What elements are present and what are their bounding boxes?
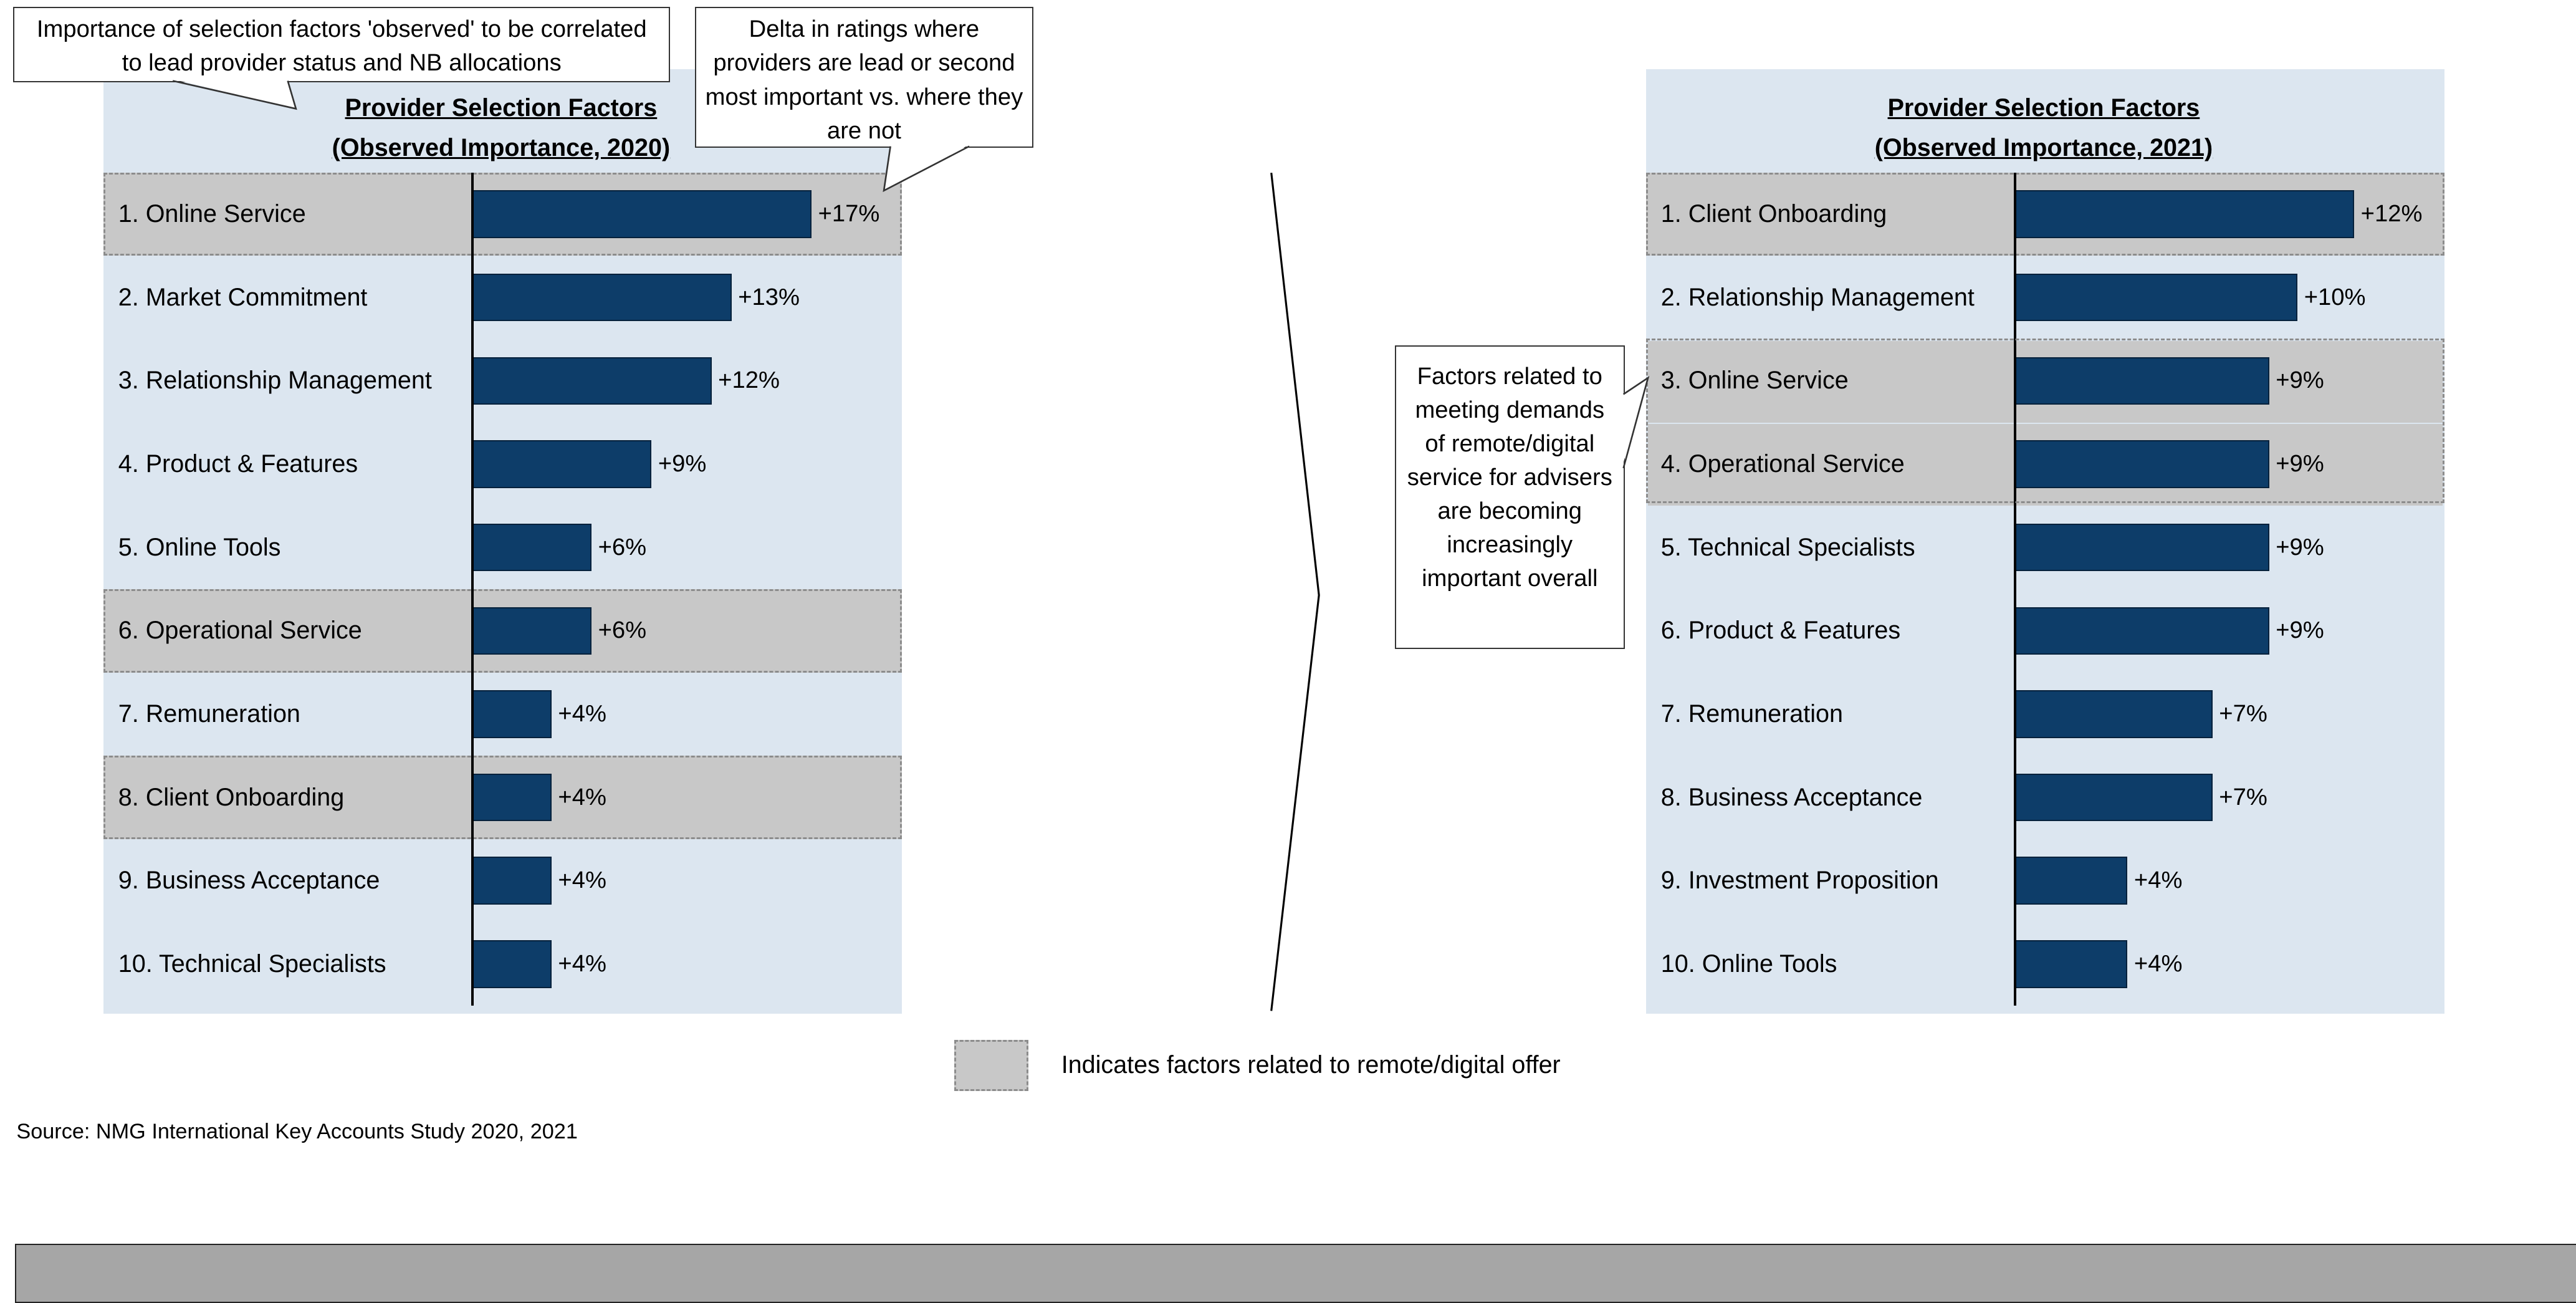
chart-title-2021: Provider Selection Factors (Observed Imp…	[1789, 89, 2298, 168]
data-label: +9%	[2276, 367, 2324, 394]
bar	[2014, 190, 2355, 238]
callout-importance-pointer	[172, 79, 297, 110]
category-label: 8. Business Acceptance	[1660, 783, 1923, 811]
bar	[471, 773, 552, 822]
data-label: +6%	[598, 533, 647, 560]
bar	[471, 273, 732, 322]
category-label: 4. Product & Features	[118, 450, 358, 478]
category-axis	[471, 172, 474, 1006]
chart-title-2021-main: Provider Selection Factors	[1887, 94, 2200, 122]
callout-importance-text: Importance of selection factors 'observe…	[36, 16, 647, 77]
data-label: +12%	[718, 367, 780, 394]
bar	[2014, 773, 2213, 822]
callout-remote-pointer	[1621, 376, 1649, 469]
category-label: 1. Online Service	[118, 200, 306, 228]
category-axis	[2014, 172, 2016, 1006]
bar	[471, 440, 652, 488]
transition-arrow	[1270, 172, 1321, 1011]
category-label: 3. Online Service	[1660, 367, 1849, 395]
bar	[471, 523, 592, 572]
legend-swatch	[954, 1040, 1028, 1092]
category-label: 9. Investment Proposition	[1660, 867, 1939, 895]
chart-subtitle-2020: (Observed Importance, 2020)	[332, 133, 671, 161]
callout-importance: Importance of selection factors 'observe…	[13, 6, 671, 82]
category-label: 10. Technical Specialists	[118, 950, 386, 978]
footer-bar	[14, 1244, 2576, 1303]
bar	[2014, 607, 2269, 655]
bar	[2014, 690, 2213, 738]
category-label: 5. Online Tools	[118, 533, 281, 561]
data-label: +7%	[2219, 700, 2267, 728]
data-label: +4%	[558, 783, 606, 810]
bar	[471, 607, 592, 655]
bar	[2014, 357, 2269, 405]
highlight-group-2021	[1646, 338, 2445, 503]
category-label: 2. Market Commitment	[118, 283, 368, 311]
bar	[471, 190, 812, 238]
data-label: +12%	[2360, 200, 2423, 228]
category-label: 10. Online Tools	[1660, 950, 1837, 978]
category-label: 1. Client Onboarding	[1660, 200, 1887, 228]
chart-title-2020-main: Provider Selection Factors	[345, 94, 658, 122]
data-label: +7%	[2219, 783, 2267, 810]
legend-text: Indicates factors related to remote/digi…	[1061, 1051, 1561, 1079]
data-label: +6%	[598, 617, 647, 644]
callout-delta: Delta in ratings where providers are lea…	[694, 6, 1033, 148]
bar	[2014, 940, 2128, 988]
callout-remote-text: Factors related to meeting demands of re…	[1407, 362, 1612, 592]
data-label: +9%	[658, 450, 707, 478]
chart-subtitle-2021: (Observed Importance, 2021)	[1874, 133, 2213, 161]
data-label: +17%	[818, 200, 880, 228]
data-label: +13%	[738, 283, 800, 310]
bar	[471, 690, 552, 738]
bar	[471, 357, 712, 405]
bar	[2014, 523, 2269, 572]
category-label: 6. Operational Service	[118, 617, 362, 645]
category-label: 7. Remuneration	[1660, 700, 1843, 728]
category-label: 4. Operational Service	[1660, 450, 1905, 478]
data-label: +10%	[2304, 283, 2366, 310]
category-label: 8. Client Onboarding	[118, 783, 345, 811]
category-label: 9. Business Acceptance	[118, 867, 380, 895]
data-label: +9%	[2276, 533, 2324, 560]
bar	[2014, 857, 2128, 905]
data-label: +4%	[2133, 950, 2183, 977]
data-label: +9%	[2276, 617, 2324, 644]
bar	[471, 857, 552, 905]
callout-delta-text: Delta in ratings where providers are lea…	[705, 16, 1023, 144]
data-label: +9%	[2276, 450, 2324, 478]
callout-delta-pointer	[883, 144, 970, 193]
category-label: 6. Product & Features	[1660, 617, 1901, 645]
data-label: +4%	[558, 950, 606, 977]
category-label: 2. Relationship Management	[1660, 283, 1975, 311]
callout-remote: Factors related to meeting demands of re…	[1394, 345, 1625, 650]
source-note: Source: NMG International Key Accounts S…	[16, 1120, 578, 1144]
data-label: +4%	[558, 700, 606, 728]
bar	[2014, 273, 2298, 322]
category-label: 3. Relationship Management	[118, 367, 432, 395]
data-label: +4%	[2133, 867, 2183, 894]
bar	[2014, 440, 2269, 488]
data-label: +4%	[558, 867, 606, 894]
category-label: 5. Technical Specialists	[1660, 533, 1915, 561]
category-label: 7. Remuneration	[118, 700, 300, 728]
chart-title-2020: Provider Selection Factors (Observed Imp…	[246, 89, 755, 168]
bar	[471, 940, 552, 988]
